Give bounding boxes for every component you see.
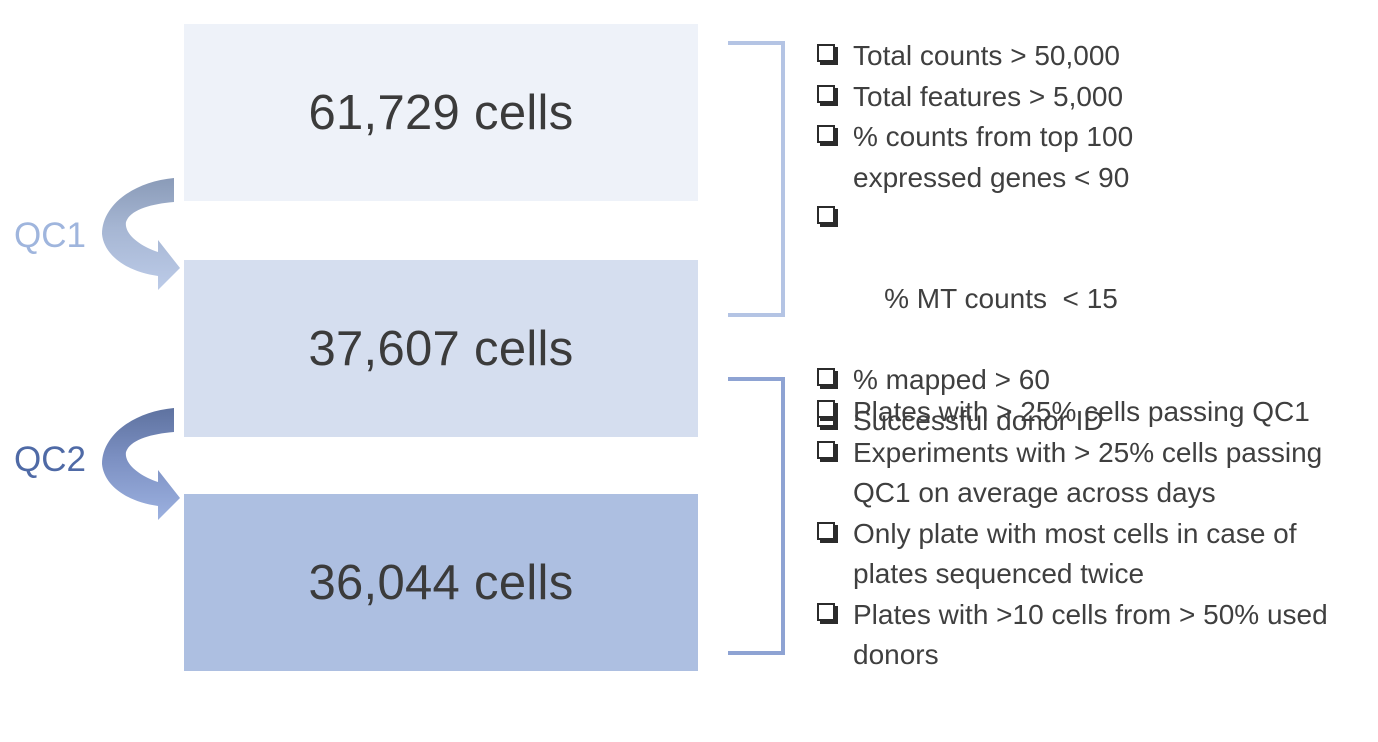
criterion-text: Plates with >10 cells from > 50% used do… — [853, 598, 1328, 671]
criterion-item: Plates with > 25% cells passing QC1 — [813, 392, 1373, 433]
criterion-item: % MT counts < 15 — [813, 198, 1373, 360]
stage-2-cell-count: 37,607 cells — [308, 321, 574, 376]
checkbox-icon — [817, 602, 835, 621]
qc1-bracket — [728, 41, 785, 317]
qc2-criteria-list: Plates with > 25% cells passing QC1 Expe… — [813, 392, 1373, 676]
criterion-item: Total features > 5,000 — [813, 77, 1373, 118]
qc1-curved-arrow-icon — [102, 178, 180, 290]
checkbox-icon — [817, 125, 835, 143]
checkbox-icon — [817, 400, 835, 418]
stage-box-3: 36,044 cells — [184, 494, 698, 671]
checkbox-icon — [817, 368, 835, 386]
criterion-item: Only plate with most cells in case of pl… — [813, 514, 1373, 595]
criterion-item: % mapped > 60 — [813, 360, 1373, 401]
checkbox-icon — [817, 206, 835, 224]
checkbox-icon — [817, 84, 835, 103]
qc2-bracket — [728, 377, 785, 655]
stage-3-cell-count: 36,044 cells — [308, 555, 574, 610]
checkbox-icon — [817, 440, 835, 459]
criterion-text: Plates with > 25% cells passing QC1 — [853, 396, 1310, 427]
criterion-text: % counts from top 100 expressed genes < … — [853, 121, 1134, 193]
criterion-text: Only plate with most cells in case of pl… — [853, 517, 1297, 590]
criterion-text: Total features > 5,000 — [853, 80, 1124, 112]
criterion-item: Experiments with > 25% cells passing QC1… — [813, 433, 1353, 514]
criterion-text: Total counts > 50,000 — [853, 40, 1120, 71]
qc2-label: QC2 — [14, 440, 86, 479]
criterion-text: Successful donor ID — [853, 404, 1104, 436]
criterion-item: Plates with >10 cells from > 50% used do… — [813, 595, 1333, 676]
checkbox-icon — [817, 521, 835, 540]
qc1-label: QC1 — [14, 216, 86, 255]
stage-1-cell-count: 61,729 cells — [308, 85, 574, 140]
stage-box-2: 37,607 cells — [184, 260, 698, 437]
criterion-text: % MT counts < 15 — [884, 283, 1118, 314]
stage-box-1: 61,729 cells — [184, 24, 698, 201]
criterion-text: % mapped > 60 — [853, 364, 1050, 395]
criterion-item: Successful donor ID — [813, 401, 1373, 442]
criterion-item: % counts from top 100 expressed genes < … — [813, 117, 1183, 198]
criterion-text: Experiments with > 25% cells passing QC1… — [853, 436, 1323, 509]
checkbox-icon — [817, 44, 835, 62]
qc1-criteria-list: Total counts > 50,000 Total features > 5… — [813, 36, 1373, 441]
qc2-curved-arrow-icon — [102, 408, 180, 520]
criterion-item: Total counts > 50,000 — [813, 36, 1373, 77]
